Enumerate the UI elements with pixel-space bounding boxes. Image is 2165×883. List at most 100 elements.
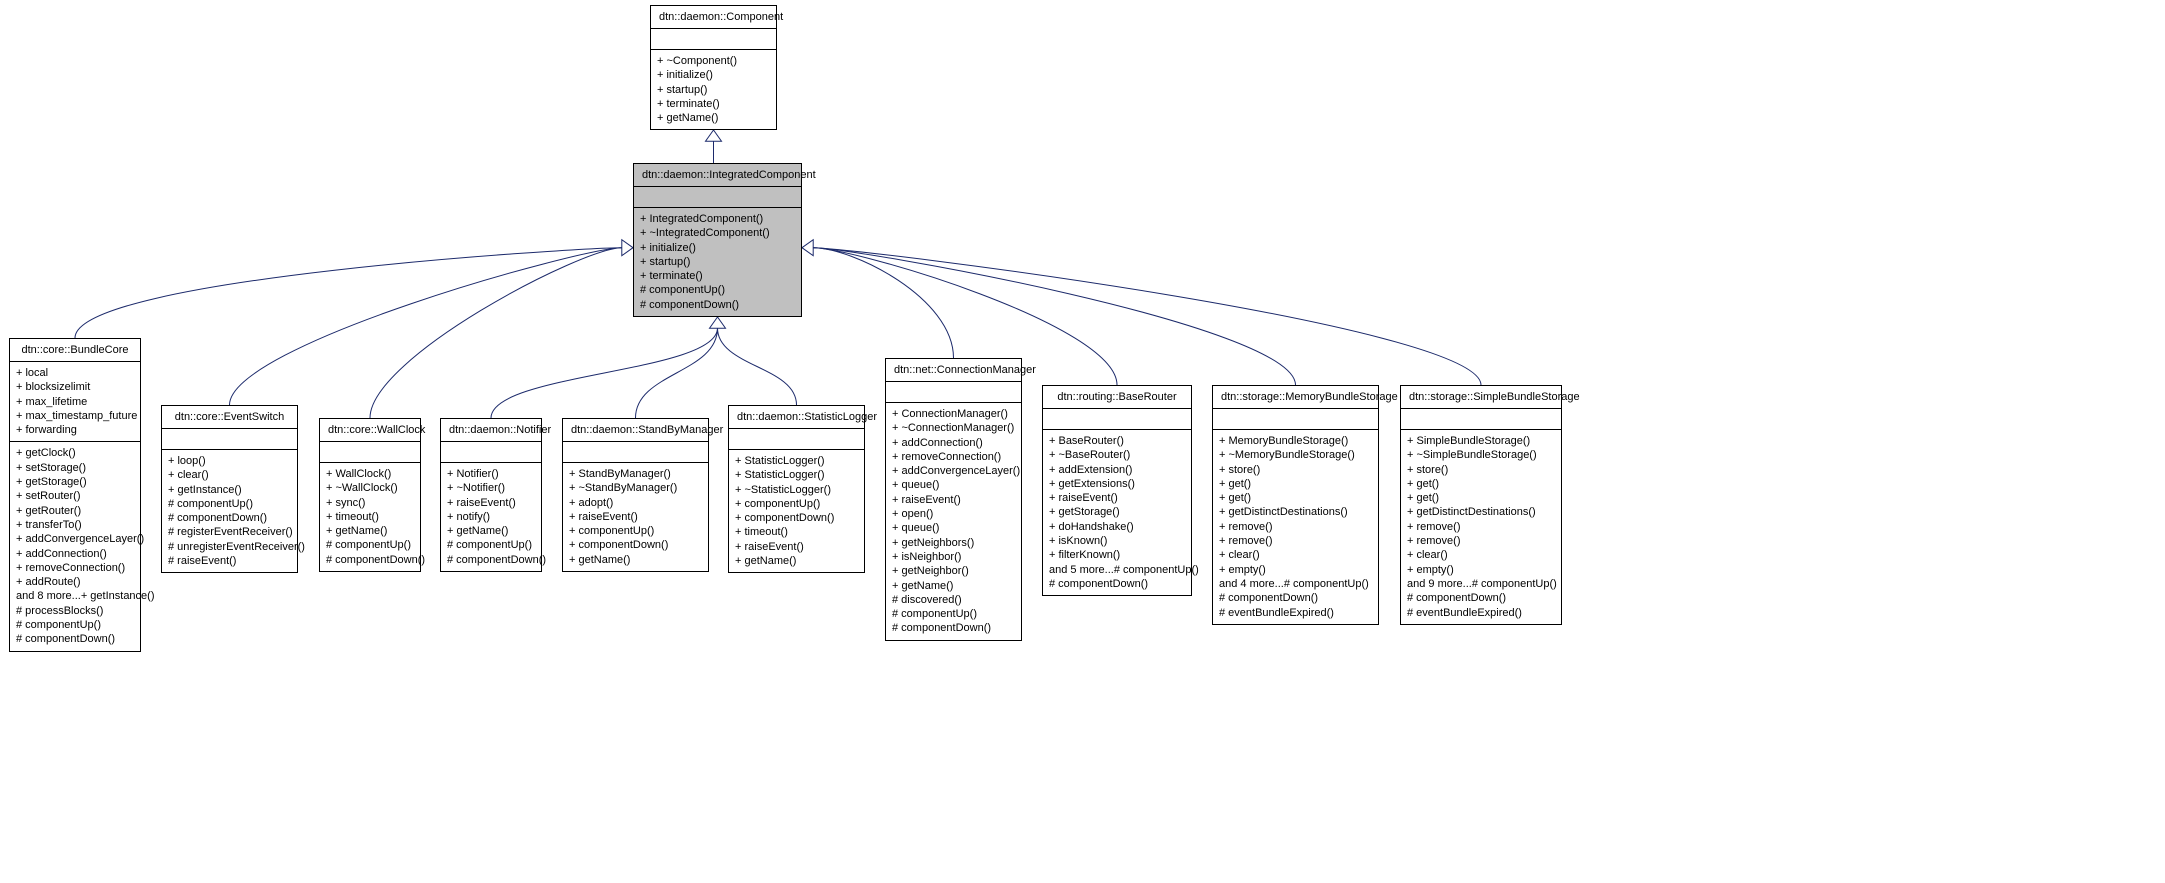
method[interactable]: + get(): [1219, 491, 1372, 505]
method[interactable]: + terminate(): [640, 269, 795, 283]
method[interactable]: + ~StandByManager(): [569, 481, 702, 495]
method[interactable]: # componentDown(): [16, 632, 134, 646]
class-title[interactable]: dtn::daemon::Notifier: [441, 419, 541, 442]
method[interactable]: + addExtension(): [1049, 463, 1185, 477]
method[interactable]: # discovered(): [892, 593, 1015, 607]
method[interactable]: + setRouter(): [16, 489, 134, 503]
method[interactable]: # raiseEvent(): [168, 554, 291, 568]
method[interactable]: # componentUp(): [892, 607, 1015, 621]
method[interactable]: + clear(): [168, 468, 291, 482]
method[interactable]: + queue(): [892, 478, 1015, 492]
method[interactable]: + get(): [1407, 477, 1555, 491]
class-title[interactable]: dtn::daemon::StandByManager: [563, 419, 708, 442]
method[interactable]: # componentUp(): [168, 497, 291, 511]
method[interactable]: + store(): [1407, 463, 1555, 477]
method[interactable]: + loop(): [168, 454, 291, 468]
method[interactable]: + removeConnection(): [16, 561, 134, 575]
method[interactable]: + clear(): [1407, 548, 1555, 562]
class-title[interactable]: dtn::core::BundleCore: [10, 339, 140, 362]
method[interactable]: + ~StatisticLogger(): [735, 483, 858, 497]
method[interactable]: + sync(): [326, 496, 414, 510]
method[interactable]: + getName(): [569, 553, 702, 567]
method[interactable]: # componentDown(): [640, 298, 795, 312]
method[interactable]: + getClock(): [16, 446, 134, 460]
method[interactable]: + adopt(): [569, 496, 702, 510]
method[interactable]: + SimpleBundleStorage(): [1407, 434, 1555, 448]
method[interactable]: + ConnectionManager(): [892, 407, 1015, 421]
method[interactable]: + addRoute(): [16, 575, 134, 589]
method[interactable]: + addConnection(): [16, 547, 134, 561]
method[interactable]: + remove(): [1219, 520, 1372, 534]
method[interactable]: # componentDown(): [326, 553, 414, 567]
method[interactable]: + getNeighbor(): [892, 564, 1015, 578]
method[interactable]: + raiseEvent(): [447, 496, 535, 510]
attr[interactable]: + max_lifetime: [16, 395, 134, 409]
method[interactable]: + MemoryBundleStorage(): [1219, 434, 1372, 448]
method[interactable]: and 5 more...# componentUp(): [1049, 563, 1185, 577]
method[interactable]: + isKnown(): [1049, 534, 1185, 548]
class-title[interactable]: dtn::storage::SimpleBundleStorage: [1401, 386, 1561, 409]
method[interactable]: and 4 more...# componentUp(): [1219, 577, 1372, 591]
method[interactable]: + ~WallClock(): [326, 481, 414, 495]
method[interactable]: + Notifier(): [447, 467, 535, 481]
method[interactable]: + addConnection(): [892, 436, 1015, 450]
method[interactable]: + raiseEvent(): [569, 510, 702, 524]
method[interactable]: + getStorage(): [16, 475, 134, 489]
class-title[interactable]: dtn::core::EventSwitch: [162, 406, 297, 429]
class-title[interactable]: dtn::daemon::Component: [651, 6, 776, 29]
method[interactable]: # componentUp(): [447, 538, 535, 552]
class-title[interactable]: dtn::net::ConnectionManager: [886, 359, 1021, 382]
method[interactable]: + filterKnown(): [1049, 548, 1185, 562]
method[interactable]: + getExtensions(): [1049, 477, 1185, 491]
method[interactable]: + StandByManager(): [569, 467, 702, 481]
class-title[interactable]: dtn::daemon::StatisticLogger: [729, 406, 864, 429]
method[interactable]: + getName(): [735, 554, 858, 568]
method[interactable]: + transferTo(): [16, 518, 134, 532]
method[interactable]: + componentDown(): [569, 538, 702, 552]
method[interactable]: + removeConnection(): [892, 450, 1015, 464]
method[interactable]: + componentUp(): [569, 524, 702, 538]
attr[interactable]: + forwarding: [16, 423, 134, 437]
method[interactable]: # processBlocks(): [16, 604, 134, 618]
method[interactable]: + getName(): [892, 579, 1015, 593]
method[interactable]: + get(): [1407, 491, 1555, 505]
method[interactable]: + startup(): [640, 255, 795, 269]
method[interactable]: # componentDown(): [1219, 591, 1372, 605]
method[interactable]: + ~ConnectionManager(): [892, 421, 1015, 435]
method[interactable]: + BaseRouter(): [1049, 434, 1185, 448]
method[interactable]: + timeout(): [326, 510, 414, 524]
method[interactable]: + queue(): [892, 521, 1015, 535]
class-title[interactable]: dtn::core::WallClock: [320, 419, 420, 442]
method[interactable]: + get(): [1219, 477, 1372, 491]
method[interactable]: + getName(): [447, 524, 535, 538]
method[interactable]: # componentDown(): [1049, 577, 1185, 591]
method[interactable]: + terminate(): [657, 97, 770, 111]
method[interactable]: + StatisticLogger(): [735, 468, 858, 482]
method[interactable]: + initialize(): [657, 68, 770, 82]
method[interactable]: + componentUp(): [735, 497, 858, 511]
method[interactable]: + remove(): [1407, 520, 1555, 534]
attr[interactable]: + max_timestamp_future: [16, 409, 134, 423]
method[interactable]: # registerEventReceiver(): [168, 525, 291, 539]
method[interactable]: + addConvergenceLayer(): [892, 464, 1015, 478]
method[interactable]: + ~SimpleBundleStorage(): [1407, 448, 1555, 462]
method[interactable]: + remove(): [1219, 534, 1372, 548]
method[interactable]: + clear(): [1219, 548, 1372, 562]
method[interactable]: # componentDown(): [892, 621, 1015, 635]
method[interactable]: # componentUp(): [326, 538, 414, 552]
method[interactable]: and 9 more...# componentUp(): [1407, 577, 1555, 591]
method[interactable]: + ~IntegratedComponent(): [640, 226, 795, 240]
method[interactable]: + ~MemoryBundleStorage(): [1219, 448, 1372, 462]
method[interactable]: + timeout(): [735, 525, 858, 539]
method[interactable]: # componentDown(): [447, 553, 535, 567]
method[interactable]: + getDistinctDestinations(): [1219, 505, 1372, 519]
method[interactable]: + setStorage(): [16, 461, 134, 475]
method[interactable]: + componentDown(): [735, 511, 858, 525]
method[interactable]: + ~BaseRouter(): [1049, 448, 1185, 462]
method[interactable]: + getRouter(): [16, 504, 134, 518]
method[interactable]: + IntegratedComponent(): [640, 212, 795, 226]
method[interactable]: and 8 more...+ getInstance(): [16, 589, 134, 603]
method[interactable]: + raiseEvent(): [1049, 491, 1185, 505]
method[interactable]: + getStorage(): [1049, 505, 1185, 519]
method[interactable]: + getInstance(): [168, 483, 291, 497]
